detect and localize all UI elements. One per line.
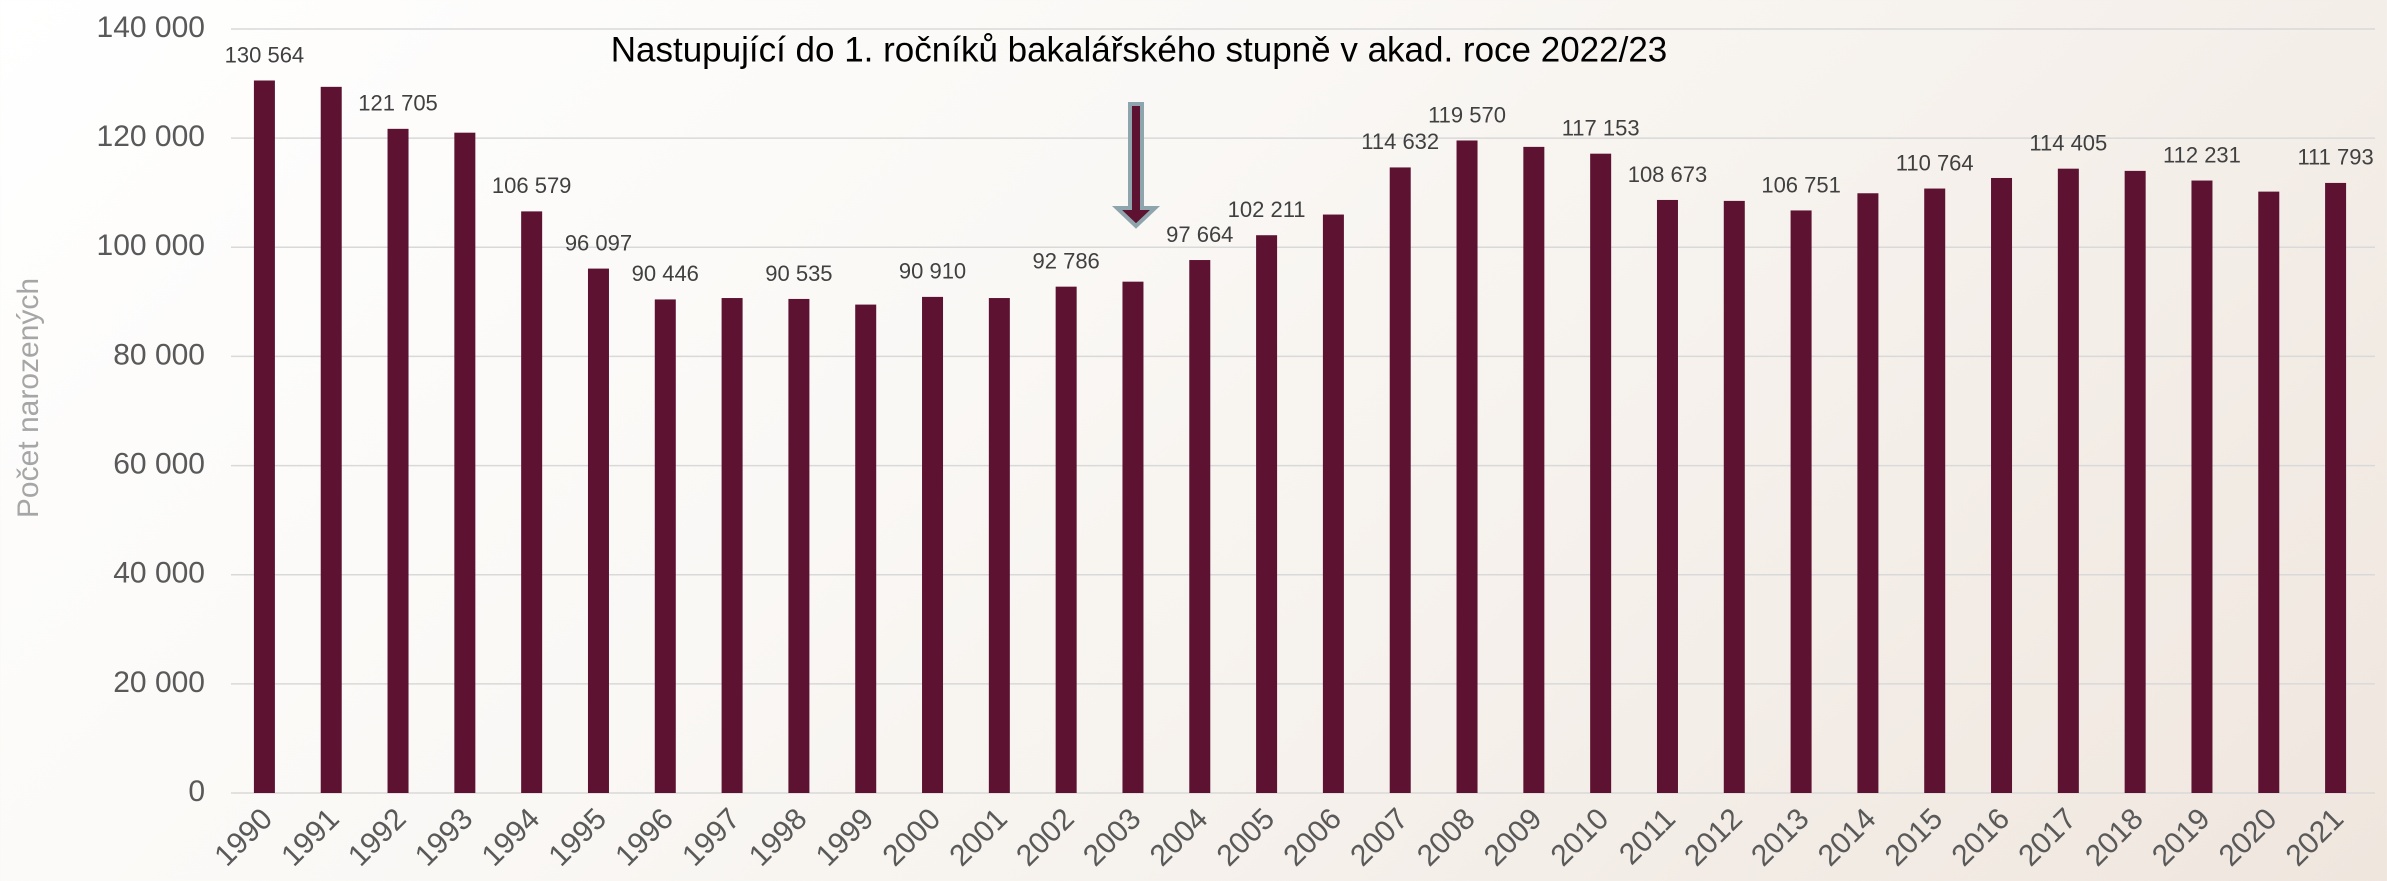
- x-tick-label: 2004: [1144, 802, 1215, 873]
- data-label: 92 786: [1033, 248, 1100, 273]
- x-tick-label: 2010: [1545, 802, 1616, 873]
- x-tick-label: 2001: [943, 802, 1014, 873]
- x-tick-label: 1996: [609, 802, 680, 873]
- data-label: 90 535: [765, 261, 832, 286]
- x-tick-label: 2021: [2280, 802, 2351, 873]
- data-label: 106 579: [492, 173, 572, 198]
- y-tick-label: 40 000: [113, 557, 205, 590]
- data-label: 102 211: [1228, 197, 1306, 222]
- x-tick-label: 2014: [1812, 802, 1883, 873]
- y-axis-label: Počet narozených: [12, 278, 45, 518]
- x-tick-label: 1990: [208, 802, 279, 873]
- bar: [1322, 214, 1344, 794]
- arrow-annotation: [1111, 102, 1161, 229]
- y-tick-label: 20 000: [113, 666, 205, 699]
- x-tick-label: 2019: [2146, 802, 2217, 873]
- x-tick-label: 2016: [1946, 802, 2017, 873]
- bar: [922, 296, 944, 793]
- x-tick-label: 2000: [877, 802, 948, 873]
- x-tick-label: 2009: [1478, 802, 1549, 873]
- x-tick-label: 2017: [2012, 802, 2083, 873]
- bar: [587, 268, 609, 793]
- bar: [654, 299, 676, 793]
- bar: [721, 298, 743, 793]
- bar: [2124, 170, 2146, 793]
- y-tick-label: 80 000: [113, 338, 205, 371]
- bar: [2191, 180, 2213, 793]
- y-tick-label: 120 000: [97, 120, 205, 153]
- x-tick-label: 2015: [1879, 802, 1950, 873]
- bar: [1389, 167, 1411, 794]
- data-label: 90 910: [899, 259, 966, 284]
- data-label: 110 764: [1896, 150, 1974, 175]
- x-tick-label: 2006: [1277, 802, 1348, 873]
- bar: [1189, 260, 1211, 794]
- x-tick-label: 2008: [1411, 802, 1482, 873]
- x-tick-label: 1999: [810, 802, 881, 873]
- x-tick-label: 1991: [275, 802, 346, 873]
- bar: [1122, 281, 1144, 793]
- bar: [454, 132, 476, 793]
- bar: [387, 128, 409, 793]
- bar: [1590, 153, 1612, 794]
- data-label: 121 705: [358, 91, 438, 116]
- bar: [2258, 191, 2280, 793]
- bar: [1523, 146, 1545, 794]
- y-tick-label: 100 000: [97, 229, 205, 262]
- data-label: 117 153: [1562, 115, 1640, 140]
- bar: [1456, 140, 1478, 793]
- data-label: 97 664: [1166, 222, 1233, 247]
- x-tick-label: 2002: [1010, 802, 1081, 873]
- bar: [320, 86, 342, 794]
- data-label: 112 231: [2163, 142, 2241, 167]
- x-tick-label: 2020: [2213, 802, 2284, 873]
- bar: [521, 211, 543, 793]
- bar: [1723, 200, 1745, 793]
- bar: [2325, 182, 2347, 793]
- bar: [788, 298, 810, 793]
- y-tick-label: 60 000: [113, 447, 205, 480]
- bar: [1256, 235, 1278, 793]
- x-tick-label: 1992: [342, 802, 413, 873]
- x-tick-label: 2003: [1077, 802, 1148, 873]
- x-tick-label: 2018: [2079, 802, 2150, 873]
- x-tick-label: 1995: [542, 802, 613, 873]
- bar: [1055, 286, 1077, 793]
- data-label: 114 632: [1361, 129, 1439, 154]
- bar: [1857, 193, 1879, 793]
- bar: [1991, 177, 2013, 794]
- data-label: 114 405: [2029, 130, 2107, 155]
- data-label: 130 564: [225, 42, 305, 67]
- x-tick-label: 2007: [1344, 802, 1415, 873]
- chart-title: Nastupující do 1. ročníků bakalářského s…: [611, 30, 1668, 69]
- data-label: 90 446: [632, 261, 699, 286]
- bar: [988, 298, 1010, 793]
- data-label: 96 097: [565, 230, 632, 255]
- x-tick-label: 1994: [476, 802, 547, 873]
- data-label: 119 570: [1428, 102, 1506, 127]
- data-label: 111 793: [2297, 145, 2373, 170]
- bar: [1924, 188, 1946, 793]
- bar: [1790, 210, 1812, 793]
- bar: [2057, 168, 2079, 794]
- x-tick-label: 2011: [1613, 802, 1682, 871]
- x-tick-label: 1997: [676, 802, 747, 873]
- x-tick-label: 1993: [409, 802, 480, 873]
- x-tick-label: 2005: [1211, 802, 1282, 873]
- data-label: 106 751: [1761, 172, 1841, 197]
- bar: [855, 304, 877, 793]
- bar: [253, 80, 275, 794]
- x-tick-label: 1998: [743, 802, 814, 873]
- x-tick-label: 2012: [1678, 802, 1749, 873]
- data-label: 108 673: [1628, 162, 1708, 187]
- x-tick-label: 2013: [1745, 802, 1816, 873]
- y-tick-label: 0: [188, 775, 205, 808]
- y-tick-label: 140 000: [97, 11, 205, 44]
- bar: [1656, 199, 1678, 793]
